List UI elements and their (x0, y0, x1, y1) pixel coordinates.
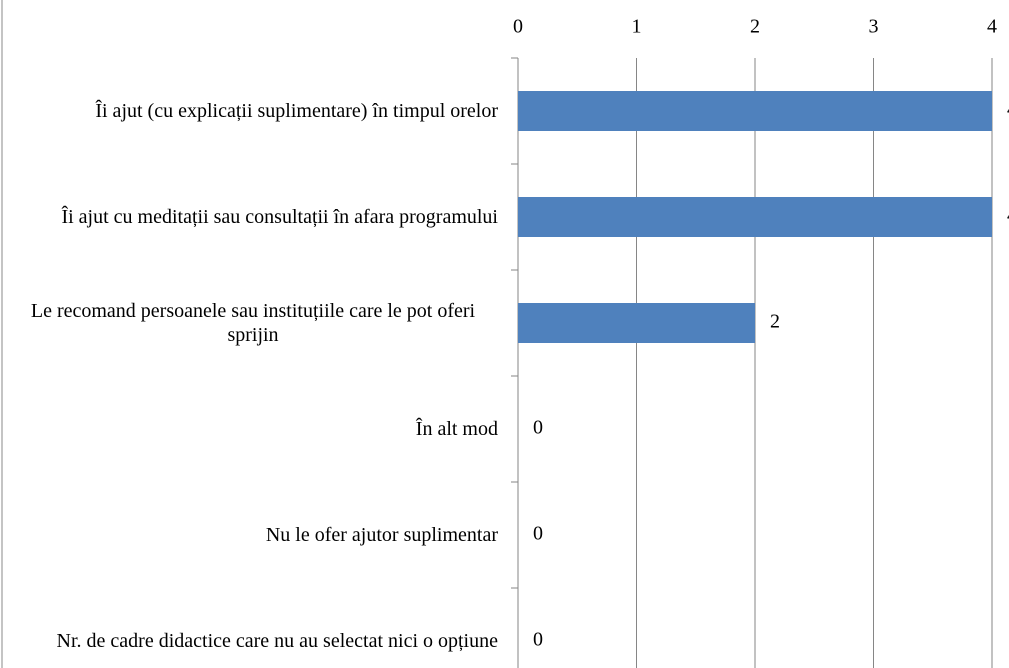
category-label: Nu le ofer ajutor suplimentar (8, 523, 498, 547)
category-text: Nu le ofer ajutor suplimentar (265, 524, 498, 546)
bar (518, 303, 755, 343)
x-tick-label: 3 (869, 16, 879, 38)
x-tick-label: 4 (987, 16, 997, 38)
category-text: Îi ajut (cu explicații suplimentare) în … (95, 100, 498, 122)
data-label: 4 (1007, 99, 1009, 121)
category-label: Îi ajut cu meditații sau consultații în … (8, 205, 498, 229)
category-label: Îi ajut (cu explicații suplimentare) în … (8, 99, 498, 123)
category-text: În alt mod (415, 418, 498, 440)
category-text: Nr. de cadre didactice care nu au select… (56, 630, 498, 652)
data-label: 2 (770, 311, 780, 333)
data-label: 0 (533, 417, 543, 439)
category-label: În alt mod (8, 417, 498, 441)
data-label: 0 (533, 629, 543, 651)
x-tick-label: 1 (632, 16, 642, 38)
category-label: Nr. de cadre didactice care nu au select… (8, 629, 498, 653)
x-tick-label: 0 (513, 16, 523, 38)
data-label: 4 (1007, 205, 1009, 227)
bar (518, 197, 992, 237)
category-text: Le recomand persoanele sau instituțiile … (30, 300, 476, 346)
category-label: Le recomand persoanele sau instituțiile … (8, 299, 498, 347)
data-label: 0 (533, 523, 543, 545)
category-text: Îi ajut cu meditații sau consultații în … (61, 206, 498, 228)
x-tick-label: 2 (750, 16, 760, 38)
bar (518, 91, 992, 131)
